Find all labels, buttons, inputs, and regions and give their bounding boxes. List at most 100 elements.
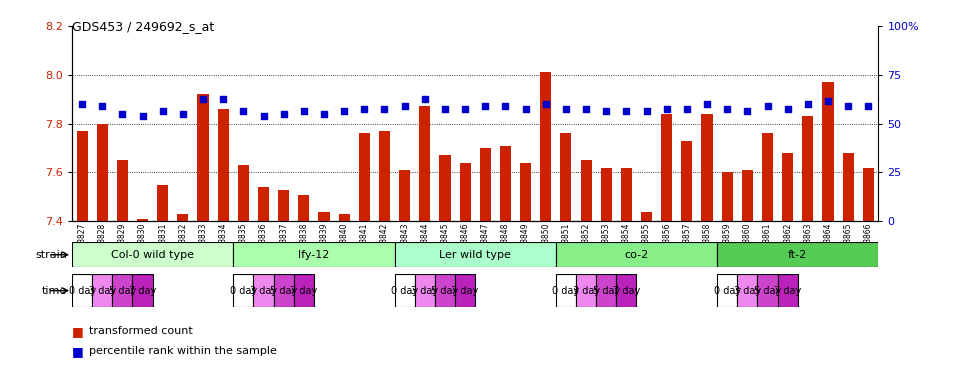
Text: 5 day: 5 day — [270, 285, 298, 296]
Bar — [757, 274, 778, 307]
Point — [337, 108, 352, 114]
Bar — [294, 274, 314, 307]
Bar — [399, 170, 410, 221]
Text: ■: ■ — [72, 325, 84, 338]
Bar — [480, 148, 491, 221]
Bar — [863, 168, 874, 221]
Point — [418, 96, 433, 102]
Text: lfy-12: lfy-12 — [299, 250, 329, 260]
Point — [276, 111, 292, 117]
Point — [317, 111, 332, 117]
Point — [156, 108, 171, 114]
Bar — [72, 274, 92, 307]
Bar — [379, 131, 390, 221]
Text: 3 day: 3 day — [411, 285, 439, 296]
Text: 7 day: 7 day — [290, 285, 318, 296]
Bar — [440, 155, 450, 221]
Bar — [117, 160, 128, 221]
Bar — [72, 242, 233, 267]
Text: co-2: co-2 — [624, 250, 649, 260]
Bar — [218, 109, 228, 221]
Text: 0 day: 0 day — [229, 285, 257, 296]
Text: ■: ■ — [72, 345, 84, 358]
Bar — [782, 153, 793, 221]
Text: strain: strain — [36, 250, 67, 260]
Point — [74, 101, 90, 107]
Point — [518, 106, 534, 112]
Text: 3 day: 3 day — [88, 285, 116, 296]
Bar — [576, 274, 596, 307]
Bar — [77, 131, 87, 221]
Bar — [762, 133, 773, 221]
Text: 5 day: 5 day — [592, 285, 620, 296]
Point — [255, 113, 272, 119]
Bar — [92, 274, 112, 307]
Bar — [253, 274, 274, 307]
Bar — [717, 242, 878, 267]
Bar — [178, 214, 188, 221]
Point — [559, 106, 574, 112]
Point — [801, 101, 816, 107]
Bar — [682, 141, 692, 221]
Bar — [601, 168, 612, 221]
Bar — [460, 163, 470, 221]
Text: 0 day: 0 day — [713, 285, 741, 296]
Point — [397, 104, 413, 109]
Point — [134, 113, 150, 119]
Bar — [722, 172, 732, 221]
Point — [498, 104, 514, 109]
Point — [740, 108, 756, 114]
Bar — [737, 274, 757, 307]
Bar — [803, 116, 813, 221]
Text: 0 day: 0 day — [68, 285, 96, 296]
Bar — [258, 187, 269, 221]
Bar — [233, 242, 395, 267]
Text: 5 day: 5 day — [108, 285, 136, 296]
Point — [175, 111, 190, 117]
Point — [579, 106, 594, 112]
Bar — [319, 212, 329, 221]
Bar — [661, 114, 672, 221]
Bar — [238, 165, 249, 221]
Point — [639, 108, 655, 114]
Point — [660, 106, 675, 112]
Point — [236, 108, 252, 114]
Bar — [299, 194, 309, 221]
Point — [357, 106, 372, 112]
Bar — [616, 274, 636, 307]
Bar — [596, 274, 616, 307]
Point — [720, 106, 735, 112]
Text: Ler wild type: Ler wild type — [440, 250, 511, 260]
Point — [599, 108, 614, 114]
Bar — [520, 163, 531, 221]
Point — [438, 106, 453, 112]
Text: 5 day: 5 day — [431, 285, 459, 296]
Bar — [339, 214, 349, 221]
Point — [478, 104, 493, 109]
Text: 7 day: 7 day — [612, 285, 640, 296]
Bar — [395, 274, 415, 307]
Bar — [540, 72, 551, 221]
Point — [196, 96, 211, 102]
Point — [700, 101, 715, 107]
Text: transformed count: transformed count — [89, 326, 193, 336]
Text: 0 day: 0 day — [391, 285, 419, 296]
Bar — [132, 274, 153, 307]
Text: 7 day: 7 day — [451, 285, 479, 296]
Point — [115, 111, 131, 117]
Text: 3 day: 3 day — [250, 285, 277, 296]
Bar — [415, 274, 435, 307]
Text: 7 day: 7 day — [774, 285, 802, 296]
Text: GDS453 / 249692_s_at: GDS453 / 249692_s_at — [72, 20, 214, 33]
Bar — [621, 168, 632, 221]
Text: time: time — [42, 285, 67, 296]
Bar — [420, 107, 430, 221]
Bar — [274, 274, 294, 307]
Bar — [435, 274, 455, 307]
Point — [760, 104, 776, 109]
Point — [821, 98, 836, 104]
Point — [619, 108, 635, 114]
Bar — [395, 242, 556, 267]
Bar — [581, 160, 591, 221]
Point — [780, 106, 796, 112]
